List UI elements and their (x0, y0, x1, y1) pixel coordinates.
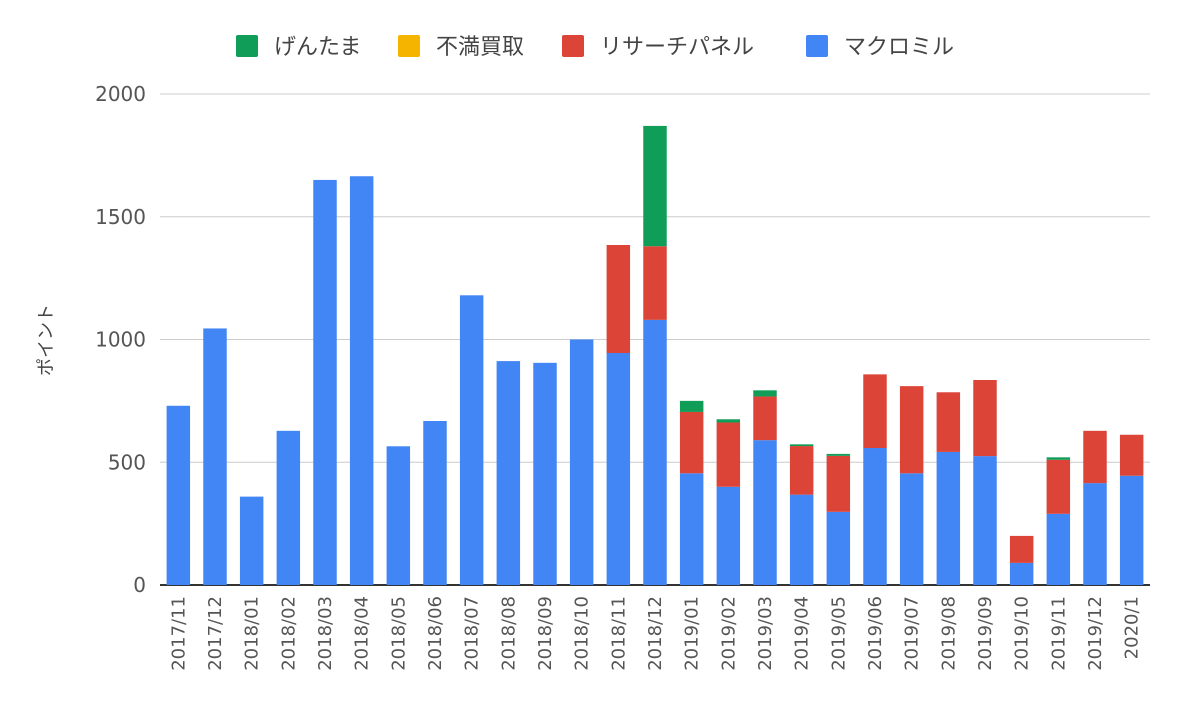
x-tick-label: 2019/01 (682, 596, 703, 671)
bar-segment (716, 419, 741, 423)
y-tick-label: 0 (133, 573, 146, 597)
bar-segment (533, 362, 557, 585)
bar-segment (496, 361, 521, 585)
x-tick-label: 2019/10 (1012, 596, 1033, 671)
bar-segment (276, 430, 301, 585)
bar-segment (1046, 459, 1071, 514)
bar-segment (863, 448, 887, 585)
x-tick-label: 2017/12 (205, 596, 226, 671)
x-axis-ticks: 2017/11 2017/12 2018/01 2018/02 2018/03 2018/… (168, 596, 1142, 671)
bar-segment (753, 390, 777, 397)
x-tick-label: 2017/11 (168, 596, 189, 671)
bar-segment (643, 319, 667, 585)
x-tick-label: 2019/03 (755, 596, 776, 671)
bar-segment (753, 396, 777, 441)
bar-segment (1083, 430, 1107, 484)
legend-label: げんたま (274, 35, 361, 60)
bar-segment (716, 486, 741, 585)
bar-segment (973, 380, 997, 457)
x-tick-label: 2018/06 (425, 596, 446, 671)
bar-segment (1046, 513, 1071, 585)
bar-segment (239, 496, 264, 585)
x-tick-label: 2018/02 (278, 596, 299, 671)
legend-swatch (806, 35, 828, 57)
bar-segment (386, 446, 411, 585)
bar-segment (899, 473, 924, 585)
bar-segment (606, 353, 631, 585)
bar-segment (936, 451, 961, 585)
legend-label: 不満買取 (436, 35, 524, 60)
y-tick-label: 2000 (95, 82, 146, 106)
x-tick-label: 2019/12 (1085, 596, 1106, 671)
bar-segment (679, 400, 704, 412)
x-tick-label: 2018/03 (315, 596, 336, 671)
x-tick-label: 2019/11 (1048, 596, 1069, 671)
bar-segment (899, 386, 924, 474)
bar-segment (863, 374, 887, 449)
bar-segment (679, 473, 704, 585)
bars (166, 125, 1144, 586)
bar-segment (936, 392, 961, 452)
x-tick-label: 2020/1 (1122, 596, 1143, 659)
y-tick-label: 1500 (95, 205, 146, 229)
bar-segment (606, 244, 631, 354)
bar-segment (203, 328, 227, 585)
bar-segment (753, 440, 777, 585)
bar-segment (789, 494, 814, 585)
legend-label: リサーチパネル (600, 35, 754, 60)
bar-segment (789, 446, 814, 495)
x-tick-label: 2019/09 (975, 596, 996, 671)
y-axis-title: ポイント (36, 304, 57, 376)
bar-segment (313, 179, 337, 586)
x-tick-label: 2019/02 (718, 596, 739, 671)
x-tick-label: 2019/08 (938, 596, 959, 671)
bar-segment (826, 511, 851, 585)
x-tick-label: 2018/01 (242, 596, 263, 671)
bar-segment (1083, 483, 1107, 585)
x-tick-label: 2018/12 (645, 596, 666, 671)
bar-segment (643, 125, 667, 247)
bar-segment (569, 339, 594, 585)
x-tick-label: 2019/06 (865, 596, 886, 671)
x-tick-label: 2019/05 (828, 596, 849, 671)
bar-segment (459, 295, 484, 585)
legend-swatch (236, 35, 258, 57)
bar-segment (423, 421, 447, 585)
y-tick-label: 500 (108, 450, 146, 474)
bar-segment (1009, 562, 1034, 585)
bar-segment (1119, 434, 1144, 476)
y-axis-ticks: 0 500 1000 1500 2000 (95, 82, 146, 597)
x-tick-label: 2018/07 (462, 596, 483, 671)
bar-segment (973, 456, 997, 585)
x-tick-label: 2018/04 (352, 596, 373, 671)
legend-swatch (398, 35, 420, 57)
bar-segment (826, 453, 851, 456)
bar-segment (1046, 457, 1071, 460)
legend-swatch (562, 35, 584, 57)
x-tick-label: 2019/04 (792, 596, 813, 671)
bar-segment (166, 405, 191, 585)
x-tick-label: 2018/08 (498, 596, 519, 671)
x-tick-label: 2018/05 (388, 596, 409, 671)
x-tick-label: 2018/09 (535, 596, 556, 671)
legend-label: マクロミル (844, 35, 954, 60)
bar-segment (679, 411, 704, 474)
bar-segment (716, 422, 741, 487)
bar-segment (789, 444, 814, 447)
bar-segment (1119, 475, 1144, 585)
bar-segment (826, 455, 851, 512)
legend: げんたま 不満買取 リサーチパネル マクロミル (236, 35, 954, 60)
x-tick-label: 2018/10 (572, 596, 593, 671)
bar-segment (1009, 535, 1034, 563)
y-tick-label: 1000 (95, 328, 146, 352)
bar-segment (349, 176, 374, 585)
x-tick-label: 2019/07 (902, 596, 923, 671)
x-tick-label: 2018/11 (608, 596, 629, 671)
bar-segment (643, 246, 667, 320)
